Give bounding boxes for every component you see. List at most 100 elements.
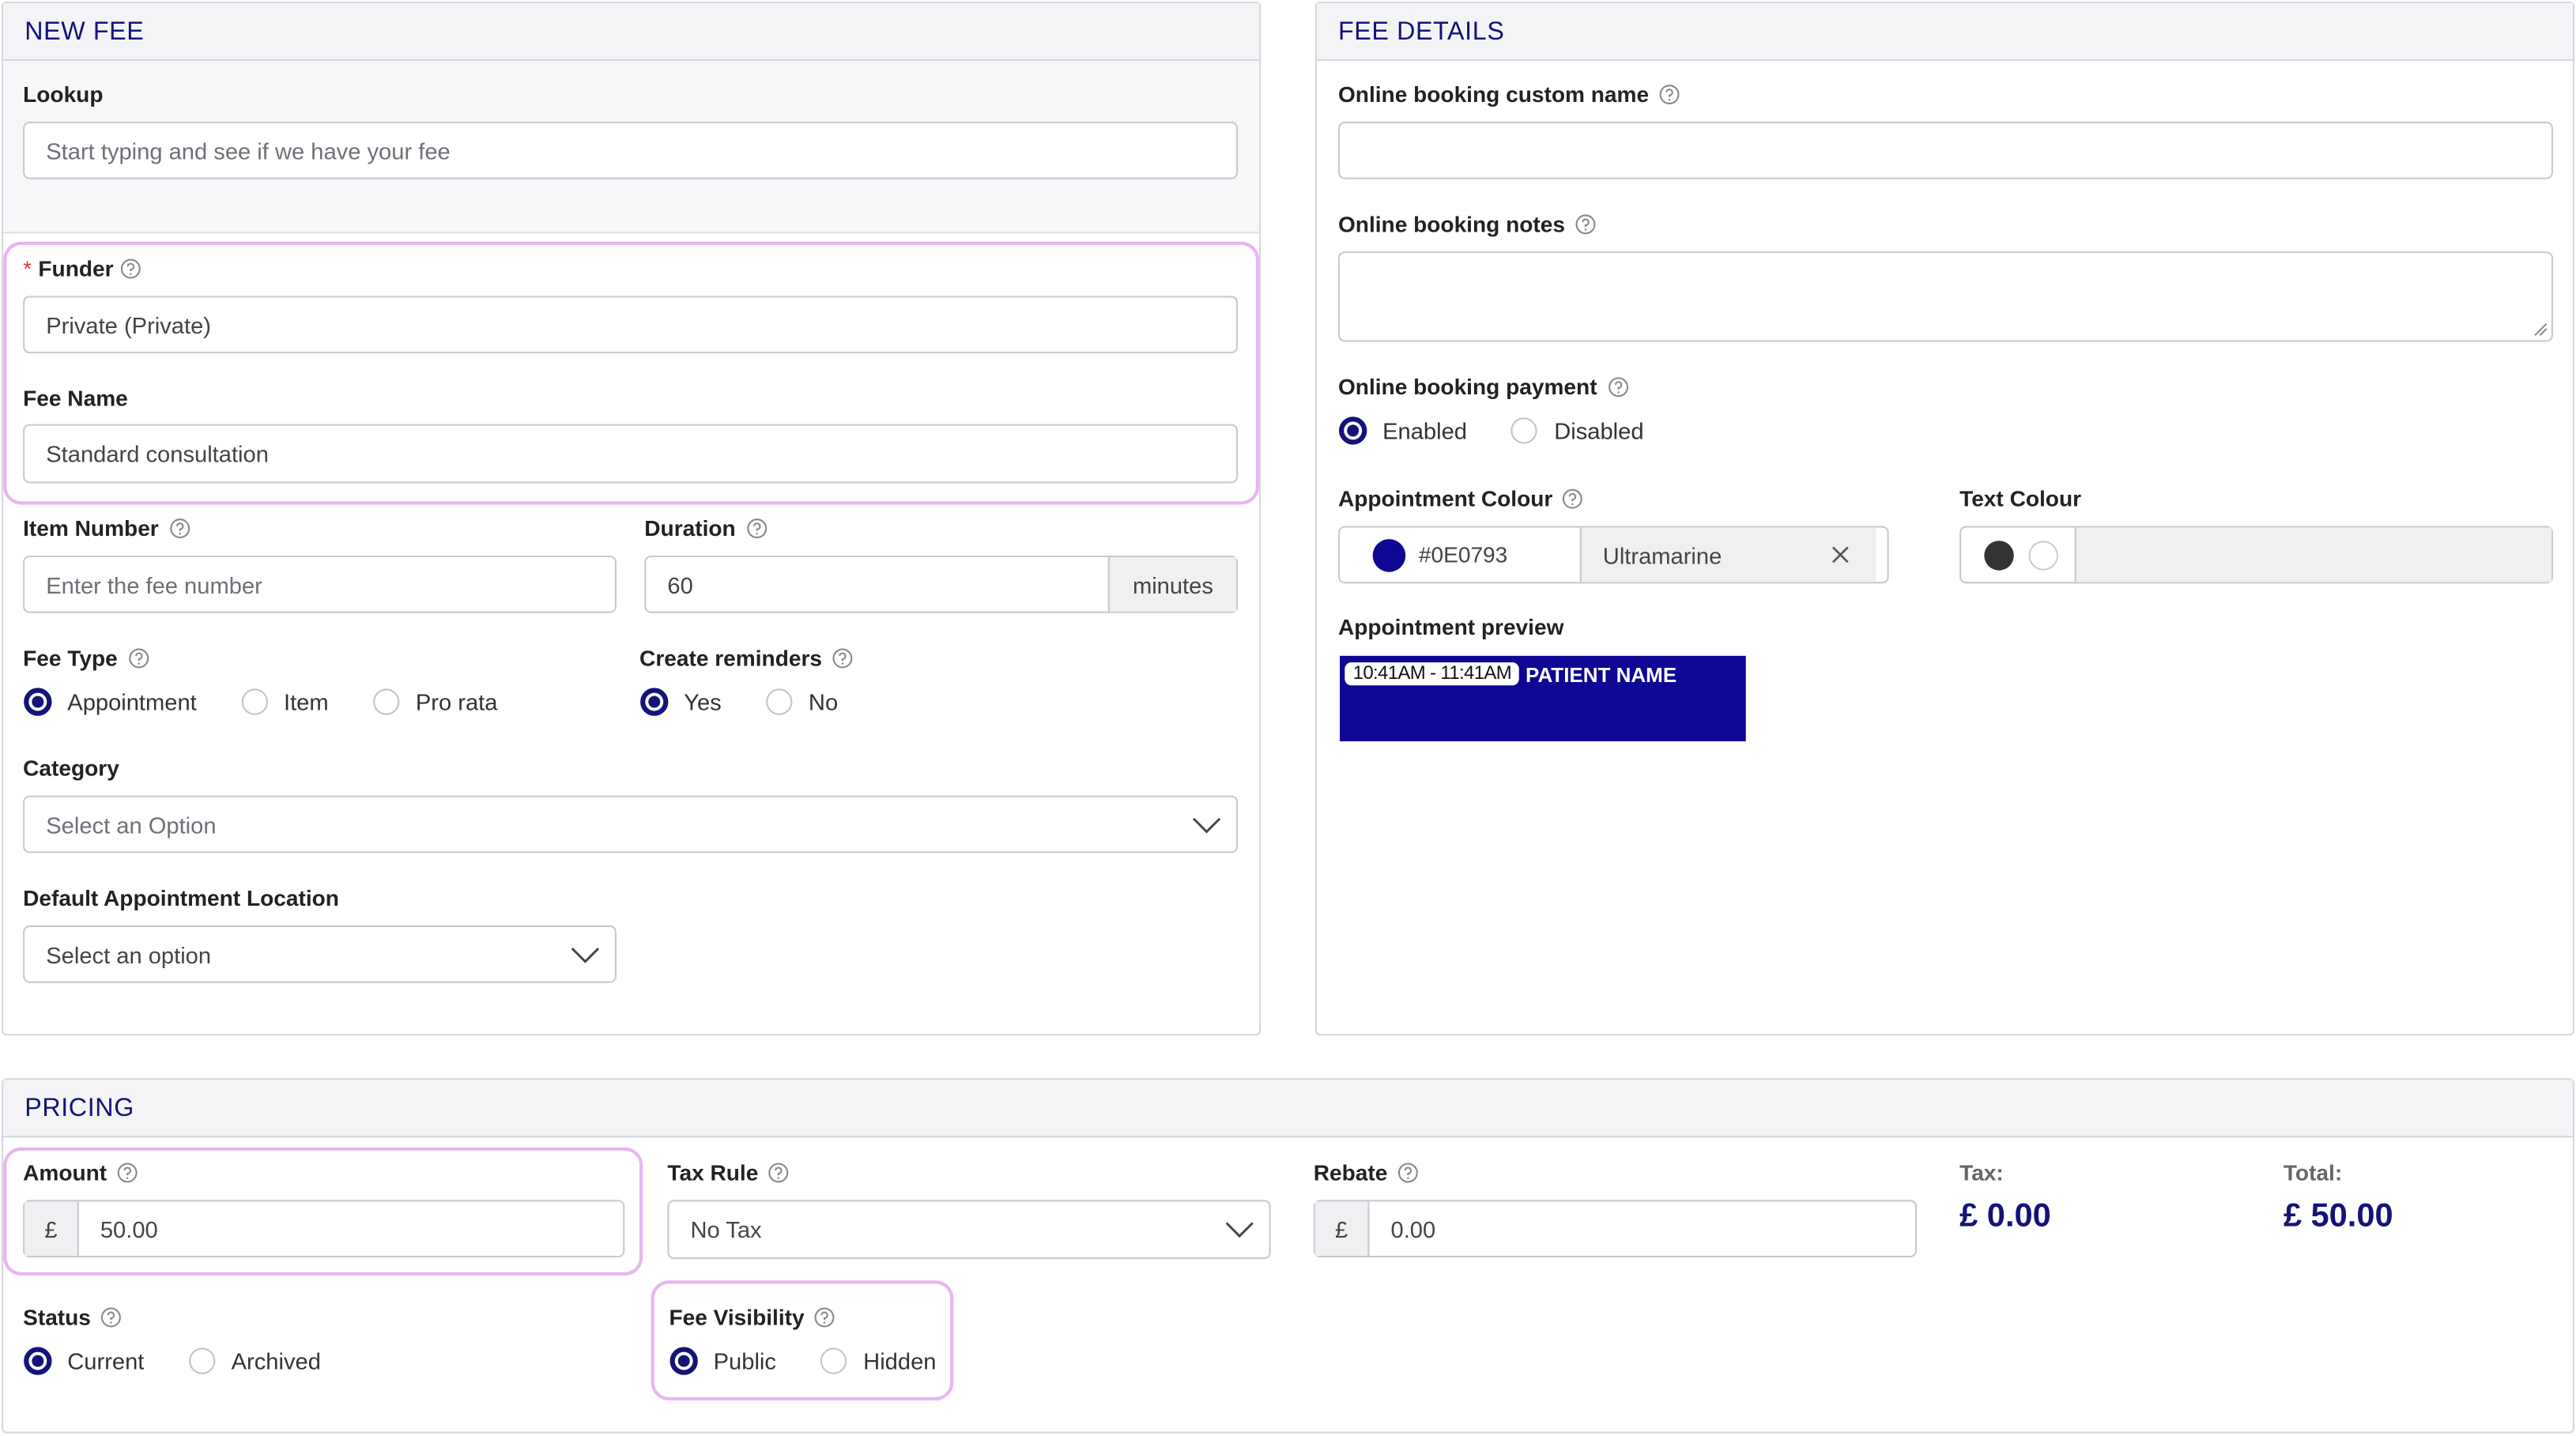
help-icon-part bbox=[101, 1306, 122, 1327]
radio-checked-part bbox=[669, 1347, 698, 1375]
radio-checked bbox=[669, 1347, 698, 1375]
text-colour-picker[interactable] bbox=[1959, 526, 2553, 584]
item-number-input[interactable]: Enter the fee number bbox=[23, 555, 617, 613]
help-icon-part bbox=[815, 1306, 835, 1327]
input-addon: minutes bbox=[1107, 557, 1237, 612]
help-icon bbox=[832, 647, 853, 668]
field-label: Fee Visibility bbox=[669, 1303, 835, 1329]
tax-label: Tax: bbox=[1959, 1160, 2004, 1185]
help-icon bbox=[1397, 1162, 1418, 1182]
field-label: Tax Rule bbox=[667, 1159, 789, 1185]
radio-option[interactable]: Current bbox=[23, 1346, 144, 1375]
notes-textarea[interactable] bbox=[1337, 251, 2553, 342]
radio-option[interactable]: Hidden bbox=[819, 1346, 936, 1375]
radio-option[interactable]: Yes bbox=[639, 687, 722, 716]
placeholder: Start typing and see if we have your fee bbox=[46, 137, 451, 164]
field-label: Default Appointment Location bbox=[23, 884, 339, 910]
label-text: Fee Visibility bbox=[669, 1304, 805, 1329]
location-select[interactable]: Select an option bbox=[23, 925, 617, 983]
radio-unchecked bbox=[188, 1347, 215, 1374]
amount-input[interactable]: £ 50.00 bbox=[23, 1200, 625, 1258]
radio-unchecked-part bbox=[820, 1347, 847, 1374]
label-text: Online booking custom name bbox=[1337, 81, 1650, 107]
radio-label: No bbox=[808, 688, 839, 715]
radio-option[interactable]: Archived bbox=[187, 1346, 321, 1375]
colour-hex: #0E0793 bbox=[1418, 542, 1508, 567]
required-mark: * bbox=[23, 255, 32, 281]
help-icon-part bbox=[755, 532, 757, 534]
chevron-part bbox=[1225, 1222, 1254, 1238]
light-swatch[interactable] bbox=[2028, 540, 2058, 570]
highlight bbox=[3, 241, 1260, 505]
appointment-preview: 10:41AM - 11:41AM PATIENT NAME bbox=[1340, 655, 1746, 741]
label-text: Lookup bbox=[23, 81, 104, 107]
label-text: Duration bbox=[644, 515, 736, 541]
duration-input[interactable]: 60 minutes bbox=[644, 555, 1239, 613]
help-icon-part bbox=[752, 522, 760, 530]
help-icon-part bbox=[120, 258, 141, 278]
help-icon bbox=[117, 1162, 138, 1182]
tax-rule-select[interactable]: No Tax bbox=[667, 1200, 1271, 1260]
label-text: Create reminders bbox=[639, 645, 823, 670]
label-text: Online booking notes bbox=[1337, 211, 1565, 236]
custom-name-input[interactable] bbox=[1337, 121, 2553, 179]
label-text: Amount bbox=[23, 1159, 107, 1185]
help-icon bbox=[101, 1306, 122, 1327]
help-icon-part bbox=[1608, 376, 1628, 397]
radio-option[interactable]: Disabled bbox=[1510, 416, 1644, 445]
help-icon-part bbox=[126, 262, 135, 271]
colour-picker[interactable]: #0E0793 Ultramarine bbox=[1337, 526, 1889, 584]
radio-label: Public bbox=[713, 1347, 776, 1374]
category-select[interactable]: Select an Option bbox=[23, 795, 1239, 854]
help-icon-part bbox=[1572, 502, 1575, 505]
chevron bbox=[571, 948, 600, 963]
radio-option[interactable]: Pro rata bbox=[372, 687, 497, 716]
label-text: Status bbox=[23, 1304, 91, 1329]
field-label: Category bbox=[23, 755, 119, 781]
clear-button[interactable] bbox=[1831, 545, 1850, 563]
radio-option[interactable]: Enabled bbox=[1338, 416, 1467, 445]
dark-swatch[interactable] bbox=[1984, 540, 2014, 570]
radio-option[interactable]: Item bbox=[239, 687, 329, 716]
chevron-part bbox=[571, 948, 600, 963]
radio-label: Item bbox=[283, 688, 329, 715]
help-icon-part bbox=[1397, 1162, 1418, 1182]
fee-name-input[interactable]: Standard consultation bbox=[23, 424, 1239, 484]
placeholder: Enter the fee number bbox=[46, 571, 262, 598]
help-icon-part bbox=[778, 1176, 780, 1178]
radio-unchecked bbox=[372, 688, 400, 715]
help-icon-part bbox=[134, 651, 142, 661]
chevron bbox=[1192, 817, 1221, 834]
radio-option[interactable]: No bbox=[764, 687, 838, 716]
funder-input[interactable]: Private (Private) bbox=[23, 296, 1239, 354]
rebate-input[interactable]: £ 0.00 bbox=[1313, 1200, 1918, 1258]
help-icon-part bbox=[110, 1321, 113, 1323]
help-icon-part bbox=[768, 1162, 789, 1182]
label-text: Fee Name bbox=[23, 385, 128, 410]
radio-unchecked bbox=[820, 1347, 847, 1374]
radio-label: Hidden bbox=[863, 1347, 937, 1374]
help-icon bbox=[1575, 213, 1596, 234]
preview-patient: PATIENT NAME bbox=[1526, 664, 1677, 688]
radio-option[interactable]: Appointment bbox=[23, 687, 197, 716]
help-icon-part bbox=[126, 1176, 129, 1178]
colour-name-box: Ultramarine bbox=[1579, 527, 1876, 582]
radio-checked-part bbox=[24, 1347, 52, 1375]
field-label: Online booking custom name bbox=[1338, 81, 1680, 107]
lookup-input[interactable]: Start typing and see if we have your fee bbox=[23, 121, 1239, 179]
help-icon-part bbox=[746, 518, 767, 538]
field-label: Online booking payment bbox=[1338, 373, 1628, 399]
radio-label: Disabled bbox=[1554, 417, 1644, 444]
radio-option[interactable]: Public bbox=[669, 1346, 776, 1375]
label-text: Item Number bbox=[23, 515, 159, 541]
label-text: Appointment preview bbox=[1337, 613, 1564, 639]
help-icon-part bbox=[1584, 228, 1587, 230]
field-label: Appointment Colour bbox=[1338, 485, 1584, 511]
chevron-part bbox=[1192, 817, 1221, 834]
radio-label: Appointment bbox=[67, 688, 197, 715]
help-icon bbox=[169, 518, 190, 538]
field-label: Amount bbox=[23, 1159, 138, 1185]
preview-time: 10:41AM - 11:41AM bbox=[1345, 662, 1520, 686]
input-value: 50.00 bbox=[100, 1216, 158, 1242]
